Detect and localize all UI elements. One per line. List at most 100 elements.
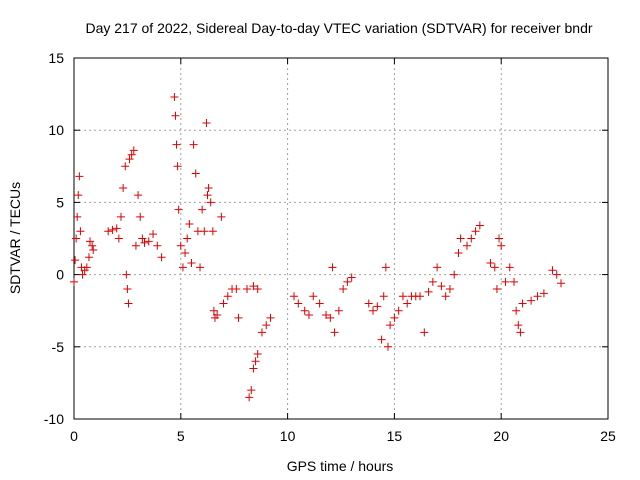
data-point-marker xyxy=(187,259,196,268)
data-point-marker xyxy=(153,241,162,250)
data-point-marker xyxy=(217,212,226,221)
data-point-marker xyxy=(450,270,459,279)
chart-title: Day 217 of 2022, Sidereal Day-to-day VTE… xyxy=(85,20,592,36)
data-point-marker xyxy=(74,191,83,200)
data-point-marker xyxy=(424,287,433,296)
data-point-marker xyxy=(266,313,275,322)
data-point-marker xyxy=(213,311,222,320)
data-point-marker xyxy=(203,191,212,200)
data-point-marker xyxy=(86,237,95,246)
data-point-marker xyxy=(428,277,437,286)
data-point-marker xyxy=(262,321,271,330)
data-point-marker xyxy=(492,285,501,294)
data-point-marker xyxy=(196,263,205,272)
data-point-marker xyxy=(377,335,386,344)
data-point-marker xyxy=(129,146,138,155)
data-point-marker xyxy=(204,183,213,192)
data-point-marker xyxy=(501,277,510,286)
data-point-marker xyxy=(339,285,348,294)
data-point-marker xyxy=(505,263,514,272)
data-point-marker xyxy=(467,234,476,243)
data-point-marker xyxy=(552,270,561,279)
data-point-marker xyxy=(253,350,262,359)
data-point-marker xyxy=(125,155,134,164)
data-point-marker xyxy=(300,306,309,315)
data-point-marker xyxy=(73,212,82,221)
data-point-marker xyxy=(497,241,506,250)
data-point-marker xyxy=(208,227,217,236)
y-tick-label: 5 xyxy=(56,194,64,210)
data-point-marker xyxy=(539,289,548,298)
data-point-marker xyxy=(200,227,209,236)
data-point-marker xyxy=(136,212,145,221)
data-point-marker xyxy=(209,306,218,315)
data-point-marker xyxy=(173,162,182,171)
data-point-marker xyxy=(176,241,185,250)
data-point-marker xyxy=(114,234,123,243)
x-tick-label: 10 xyxy=(280,428,296,444)
data-point-marker xyxy=(475,221,484,230)
data-point-marker xyxy=(157,253,166,262)
data-point-marker xyxy=(127,150,136,159)
data-point-marker xyxy=(89,246,98,255)
data-point-marker xyxy=(249,364,258,373)
data-point-marker xyxy=(82,263,91,272)
data-point-marker xyxy=(383,342,392,351)
data-point-marker xyxy=(437,282,446,291)
data-point-marker xyxy=(334,306,343,315)
data-point-marker xyxy=(381,263,390,272)
data-point-marker xyxy=(373,302,382,311)
data-point-marker xyxy=(119,183,128,192)
data-point-marker xyxy=(416,292,425,301)
data-point-marker xyxy=(533,292,542,301)
data-point-marker xyxy=(189,140,198,149)
data-point-marker xyxy=(403,299,412,308)
data-point-marker xyxy=(71,256,80,265)
data-point-marker xyxy=(326,313,335,322)
data-point-marker xyxy=(514,321,523,330)
data-point-marker xyxy=(140,238,149,247)
axis-ticks: 0 5 10 15 20 25 -10 -5 0 5 10 15 xyxy=(44,50,616,444)
data-point-marker xyxy=(174,205,183,214)
data-point-marker xyxy=(315,299,324,308)
data-point-marker xyxy=(219,299,228,308)
data-point-marker xyxy=(134,191,143,200)
data-point-marker xyxy=(202,118,211,127)
data-points xyxy=(70,92,566,402)
data-point-marker xyxy=(445,285,454,294)
data-point-marker xyxy=(420,328,429,337)
data-point-marker xyxy=(131,241,140,250)
data-point-marker xyxy=(251,357,260,366)
x-tick-label: 15 xyxy=(387,428,403,444)
data-point-marker xyxy=(191,169,200,178)
y-axis-label: SDTVAR / TECUs xyxy=(7,182,23,294)
data-point-marker xyxy=(104,227,113,236)
x-axis-label: GPS time / hours xyxy=(287,458,394,474)
data-point-marker xyxy=(183,234,192,243)
data-point-marker xyxy=(178,263,187,272)
y-tick-label: 0 xyxy=(56,267,64,283)
data-point-marker xyxy=(486,259,495,268)
data-point-marker xyxy=(76,227,85,236)
data-point-marker xyxy=(518,299,527,308)
data-point-marker xyxy=(510,277,519,286)
data-point-marker xyxy=(116,212,125,221)
data-point-marker xyxy=(112,224,121,233)
data-point-marker xyxy=(232,285,241,294)
data-point-marker xyxy=(149,230,158,239)
y-tick-label: -5 xyxy=(52,339,65,355)
data-point-marker xyxy=(257,328,266,337)
data-point-marker xyxy=(322,311,331,320)
data-point-marker xyxy=(78,270,87,279)
x-tick-label: 0 xyxy=(70,428,78,444)
data-point-marker xyxy=(495,234,504,243)
data-point-marker xyxy=(247,386,256,395)
data-point-marker xyxy=(249,282,258,291)
data-point-marker xyxy=(386,321,395,330)
grid-lines xyxy=(74,58,608,419)
data-point-marker xyxy=(557,279,566,288)
data-point-marker xyxy=(379,292,388,301)
data-point-marker xyxy=(185,220,194,229)
data-point-marker xyxy=(527,296,536,305)
